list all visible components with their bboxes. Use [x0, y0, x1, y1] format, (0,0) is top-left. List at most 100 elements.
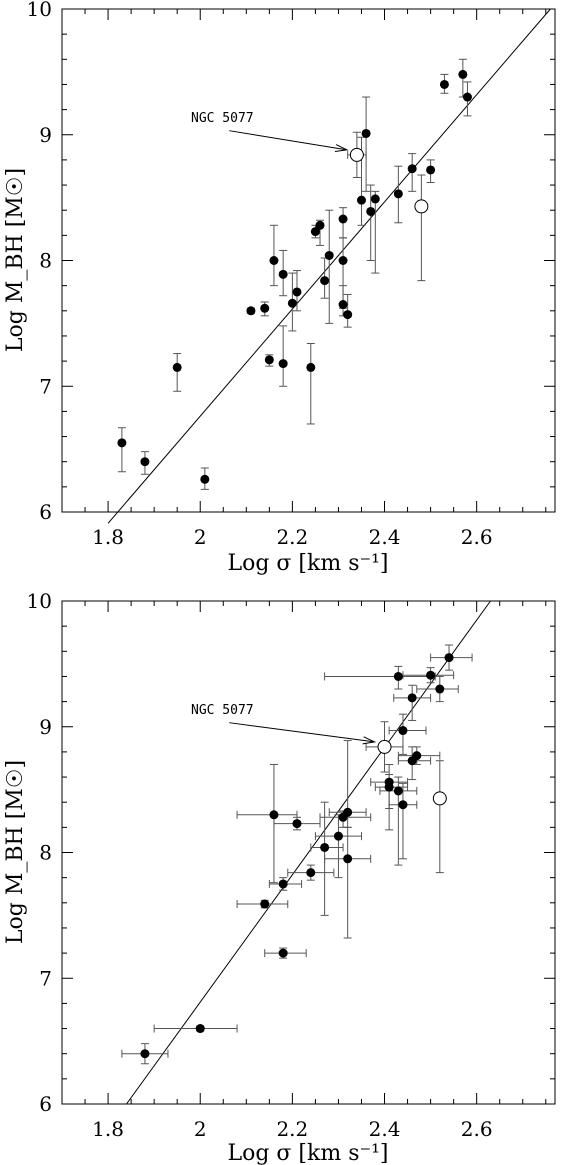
data-point — [407, 164, 417, 174]
annotation-arrow — [229, 130, 347, 151]
data-point — [315, 220, 325, 230]
data-point — [172, 362, 182, 372]
x-tick-label: 1.8 — [92, 1117, 124, 1141]
data-point — [269, 256, 279, 265]
y-tick-label: 8 — [39, 249, 52, 273]
open-data-point — [349, 147, 364, 162]
data-point — [260, 899, 270, 909]
data-point — [306, 868, 316, 878]
top-scatter-panel: 1.8 2 2.2 2.4 2.6 6 7 8 9 10 NGC 5077 Log σ [km s… — [3, 0, 556, 576]
annotation-arrowhead — [334, 144, 349, 153]
x-tick-label: 2.6 — [461, 1117, 493, 1141]
data-point — [195, 1024, 205, 1034]
data-point — [338, 214, 348, 224]
data-point — [278, 359, 288, 369]
data-point — [333, 831, 343, 841]
data-point — [407, 693, 417, 703]
data-point — [269, 810, 279, 820]
data-point — [287, 298, 297, 308]
data-point — [320, 276, 330, 286]
data-point — [398, 800, 408, 810]
y-tick-label: 7 — [39, 374, 52, 398]
open-data-point — [414, 199, 429, 214]
data-point — [278, 269, 288, 279]
x-axis-label: Log σ [km s⁻¹] — [227, 1141, 388, 1165]
data-point — [366, 206, 376, 216]
open-data-point — [432, 791, 447, 806]
data-point — [320, 842, 330, 852]
ngc-5077-label: NGC 5077 — [191, 111, 254, 126]
data-points-layer — [140, 653, 454, 1059]
annotation-arrowhead — [362, 736, 377, 745]
x-tick-label: 2.2 — [276, 1117, 308, 1141]
data-point — [306, 362, 316, 372]
data-point — [324, 250, 334, 260]
x-tick-label: 2.6 — [461, 525, 493, 549]
annotation-arrow — [229, 722, 375, 743]
annotation-layer: NGC 5077 — [191, 111, 349, 153]
data-point — [278, 879, 288, 889]
error-bars-layer — [117, 58, 472, 490]
data-point — [140, 1049, 150, 1059]
data-point — [370, 194, 380, 204]
open-data-point — [377, 739, 392, 754]
fit-line-layer — [126, 600, 491, 1105]
axis-ticks: 1.8 2 2.2 2.4 2.6 6 7 8 9 10 — [27, 589, 555, 1141]
axis-ticks: 1.8 2 2.2 2.4 2.6 6 7 8 9 10 — [27, 0, 555, 549]
data-point — [343, 854, 353, 864]
y-tick-label: 6 — [39, 500, 52, 524]
data-point — [278, 948, 288, 958]
data-point — [343, 310, 353, 320]
data-point — [356, 195, 366, 205]
plot-frame — [61, 8, 556, 513]
y-tick-label: 6 — [39, 1092, 52, 1116]
x-axis-label: Log σ [km s⁻¹] — [227, 551, 388, 576]
y-tick-label: 10 — [27, 0, 52, 21]
data-points-layer — [117, 69, 472, 484]
data-point — [343, 807, 353, 817]
x-tick-label: 1.8 — [92, 525, 124, 549]
data-point — [361, 128, 371, 138]
x-tick-label: 2 — [194, 525, 207, 549]
data-point — [338, 256, 348, 265]
data-point — [384, 782, 394, 792]
data-point — [393, 671, 403, 681]
data-point — [462, 92, 472, 102]
error-bars-layer — [121, 644, 473, 1065]
data-point — [393, 786, 403, 796]
data-point — [393, 189, 403, 199]
x-tick-label: 2.2 — [276, 525, 308, 549]
y-tick-label: 8 — [39, 841, 52, 865]
data-point — [439, 79, 449, 89]
data-point — [292, 819, 302, 829]
y-tick-label: 9 — [39, 715, 52, 739]
data-point — [444, 653, 454, 663]
data-point — [200, 474, 210, 484]
x-tick-label: 2.4 — [369, 1117, 401, 1141]
data-point — [338, 300, 348, 310]
data-point — [292, 287, 302, 297]
annotation-layer: NGC 5077 — [191, 703, 377, 745]
ngc-5077-label: NGC 5077 — [191, 703, 254, 718]
data-point — [140, 457, 150, 467]
data-point — [117, 438, 127, 448]
y-tick-label: 9 — [39, 123, 52, 147]
data-point — [435, 684, 445, 694]
data-point — [458, 69, 468, 79]
data-point — [412, 751, 422, 761]
y-axis-label: Log M_BH [M☉] — [3, 760, 28, 944]
y-tick-label: 7 — [39, 966, 52, 990]
x-tick-label: 2.4 — [369, 525, 401, 549]
data-point — [260, 303, 270, 313]
data-point — [246, 306, 256, 316]
data-point — [426, 165, 436, 175]
y-tick-label: 10 — [27, 589, 52, 613]
data-point — [426, 670, 436, 680]
data-point — [264, 355, 274, 365]
y-axis-label: Log M_BH [M☉] — [3, 168, 28, 352]
data-point — [310, 227, 320, 237]
x-tick-label: 2 — [194, 1117, 207, 1141]
data-point — [398, 726, 408, 736]
bottom-scatter-panel: 1.8 2 2.2 2.4 2.6 6 7 8 9 10 NGC 5077 Log σ [km s… — [3, 589, 556, 1165]
